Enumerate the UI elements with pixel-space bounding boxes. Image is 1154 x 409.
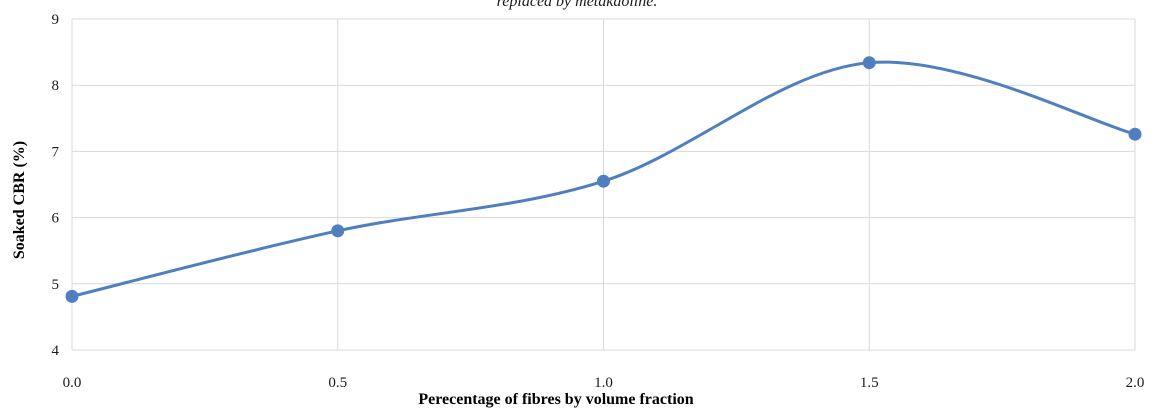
x-axis-tick-labels: 0.0 0.5 1.0 1.5 2.0 bbox=[63, 375, 1145, 391]
x-tick-label: 0.5 bbox=[328, 375, 347, 391]
x-tick-label: 1.0 bbox=[594, 375, 613, 391]
y-axis-tick-labels: 4 5 6 7 8 9 bbox=[52, 12, 60, 359]
y-tick-label: 4 bbox=[52, 343, 60, 359]
y-tick-label: 8 bbox=[52, 78, 60, 94]
x-tick-label: 0.0 bbox=[63, 375, 82, 391]
x-axis-title: Perecentage of fibres by volume fraction bbox=[418, 391, 693, 408]
data-point bbox=[862, 56, 876, 70]
y-axis-title: Soaked CBR (%) bbox=[11, 141, 28, 259]
y-tick-label: 6 bbox=[52, 211, 60, 227]
y-tick-label: 9 bbox=[52, 12, 60, 28]
data-point bbox=[1128, 127, 1142, 141]
data-point bbox=[65, 289, 79, 303]
gridlines bbox=[71, 18, 1136, 351]
x-tick-label: 1.5 bbox=[860, 375, 879, 391]
x-tick-label: 2.0 bbox=[1126, 375, 1145, 391]
y-tick-label: 5 bbox=[52, 277, 60, 293]
series-layer bbox=[65, 56, 1142, 303]
data-point bbox=[331, 224, 345, 238]
chart-title: replaced by metakaoline. bbox=[497, 0, 658, 10]
data-point bbox=[597, 174, 610, 188]
y-tick-label: 7 bbox=[52, 144, 60, 160]
